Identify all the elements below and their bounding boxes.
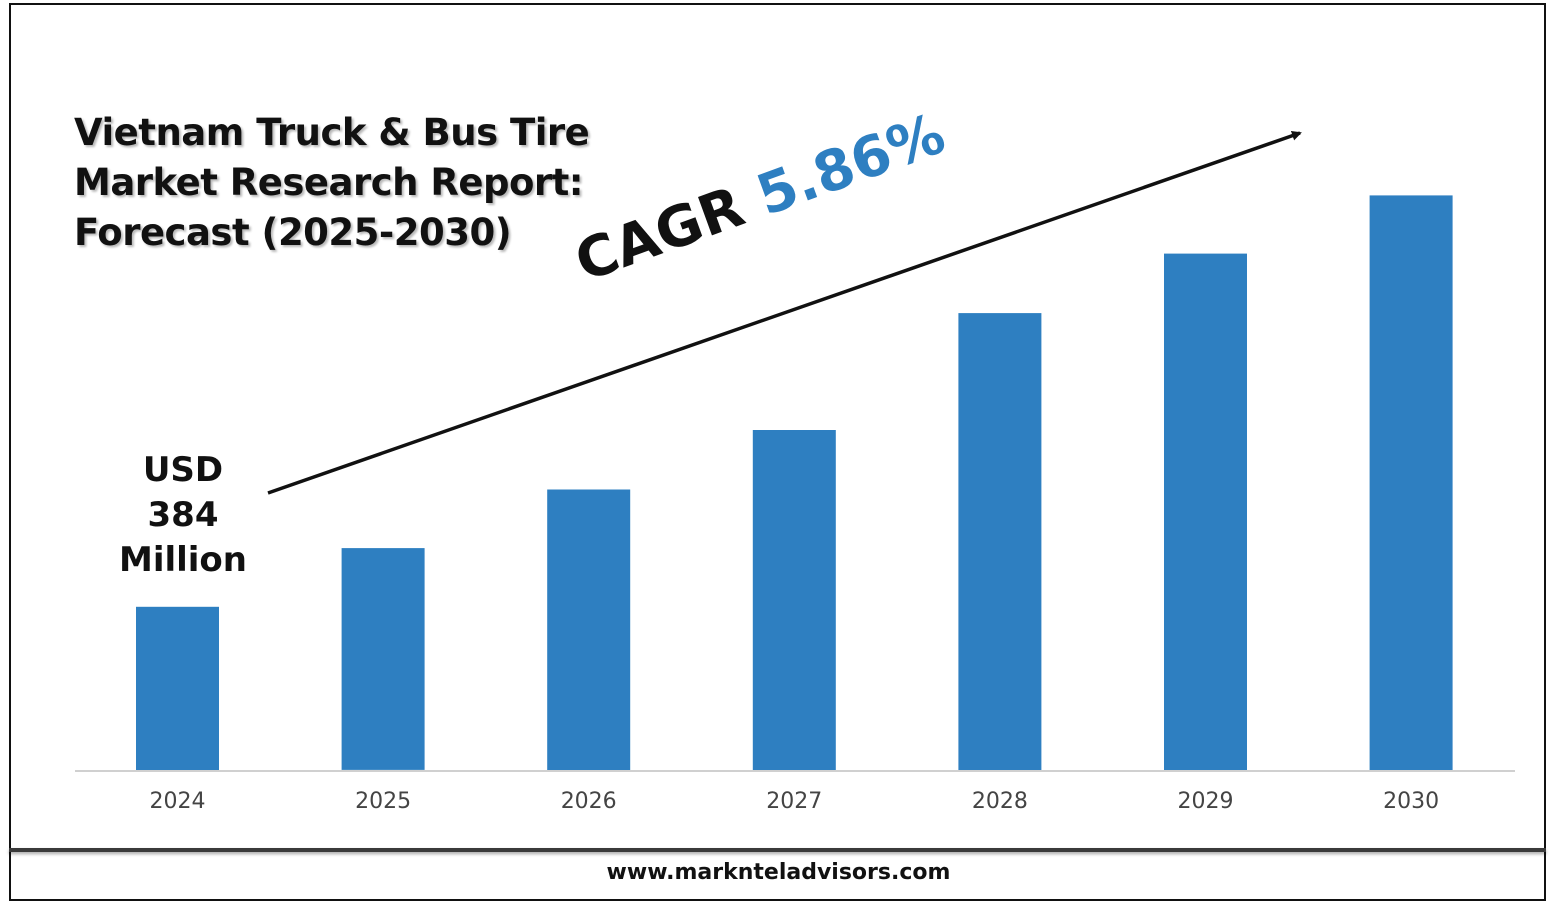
bar-2026	[547, 489, 631, 770]
growth-trend-arrow	[267, 130, 1302, 495]
tick-label-2028: 2028	[972, 789, 1028, 814]
title-line-3: Forecast (2025-2030)	[74, 211, 512, 254]
website-url: www.marknteladvisors.com	[606, 860, 951, 885]
tick-label-2030: 2030	[1383, 789, 1439, 814]
bars-group	[136, 195, 1453, 771]
bar-2025	[341, 548, 425, 770]
bar-2024	[136, 606, 219, 770]
bar-2030	[1369, 195, 1453, 770]
title-line-1: Vietnam Truck & Bus Tire	[74, 111, 590, 154]
chart-title: Vietnam Truck & Bus Tire Market Research…	[74, 108, 594, 258]
title-line-2: Market Research Report:	[74, 161, 584, 204]
bar-2029	[1164, 253, 1247, 771]
start-value-annotation: USD 384 Million	[108, 448, 258, 583]
tick-label-2025: 2025	[355, 789, 411, 814]
x-tick-labels: 2024 2025 2026 2027 2028 2029 2030	[150, 789, 1440, 814]
bar-2028	[958, 313, 1042, 770]
tick-label-2026: 2026	[561, 789, 617, 814]
bar-2027	[752, 430, 836, 770]
tick-label-2027: 2027	[766, 789, 822, 814]
tick-label-2024: 2024	[150, 789, 206, 814]
tick-label-2029: 2029	[1178, 789, 1234, 814]
value-label-currency: USD	[142, 450, 224, 490]
footer-divider	[9, 848, 1546, 852]
value-label-amount: 384	[147, 495, 219, 535]
chart-frame	[9, 3, 1546, 901]
value-label-unit: Million	[118, 540, 247, 580]
